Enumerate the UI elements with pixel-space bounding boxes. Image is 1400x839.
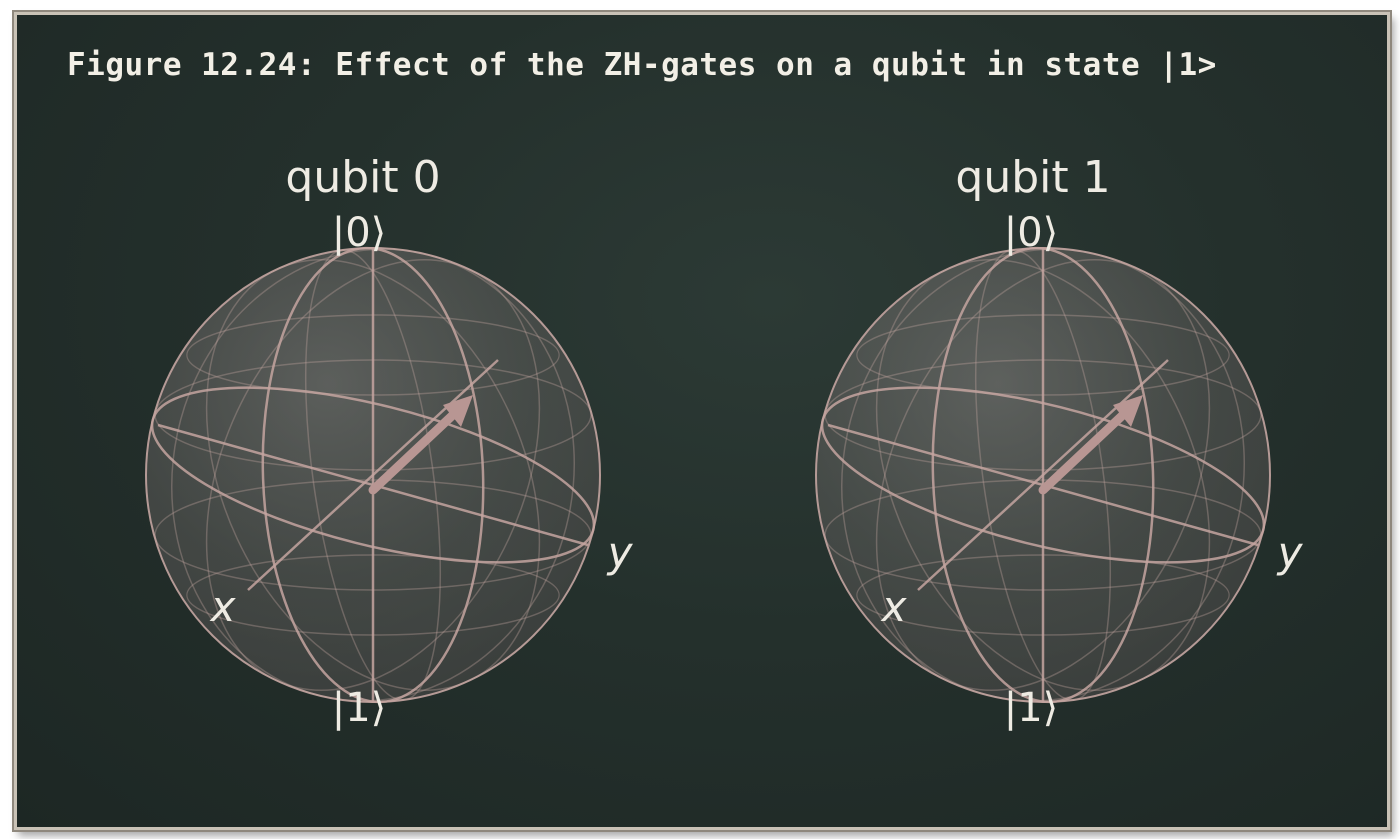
sphere-0-label-zero: |0⟩	[332, 210, 387, 256]
meridian	[261, 246, 485, 704]
meridian	[931, 246, 1155, 704]
sphere-1-title: qubit 1	[955, 152, 1110, 203]
state-vector-arrowhead	[443, 395, 473, 427]
sphere-0-label-x: x	[209, 582, 237, 631]
sphere-1-label-y: y	[1276, 528, 1304, 577]
bloch-sphere-qubit-1	[815, 246, 1271, 704]
sphere-1-label-x: x	[880, 582, 908, 631]
x-axis	[247, 359, 499, 591]
chalkboard: Figure 12.24: Effect of the ZH-gates on …	[14, 12, 1390, 830]
sphere-0-label-y: y	[606, 528, 634, 577]
sphere-0-label-one: |1⟩	[332, 685, 387, 731]
state-vector	[1038, 408, 1130, 495]
bloch-spheres-diagram: qubit 0 |0⟩ |1⟩ x y qubit 1 |0⟩ |1⟩ x y	[145, 152, 1304, 731]
state-vector	[368, 408, 460, 495]
x-axis	[917, 359, 1169, 591]
figure-title: Figure 12.24: Effect of the ZH-gates on …	[67, 47, 1217, 83]
sphere-0-title: qubit 0	[285, 152, 440, 203]
equator	[150, 386, 596, 564]
sphere-1-label-zero: |0⟩	[1004, 210, 1059, 256]
state-vector-arrowhead	[1113, 395, 1143, 427]
equator	[820, 386, 1266, 564]
bloch-sphere-qubit-0	[145, 246, 601, 704]
sphere-1-label-one: |1⟩	[1004, 685, 1059, 731]
